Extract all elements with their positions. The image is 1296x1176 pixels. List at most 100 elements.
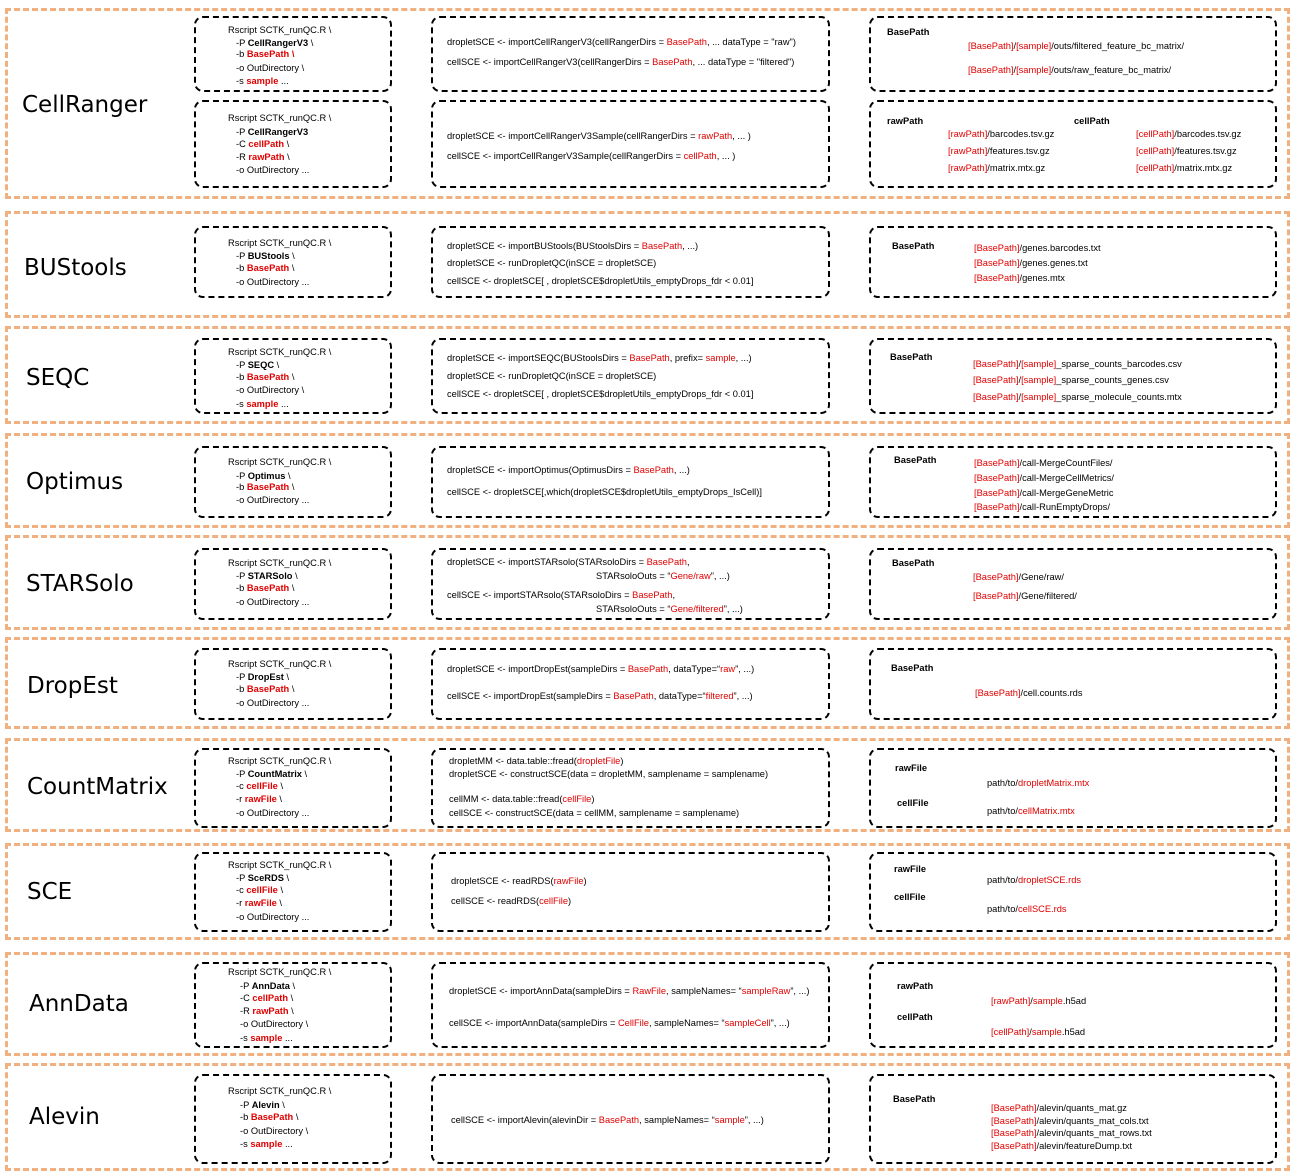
- code-box: [431, 226, 830, 298]
- command-line-seg: sample: [250, 1033, 283, 1043]
- command-line-seg: -P: [236, 571, 248, 581]
- path-line-seg: rawFile: [895, 763, 928, 773]
- code-line-seg: cellSCE <- importCellRangerV3(cellRanger…: [447, 57, 653, 67]
- command-line-seg: -P: [236, 873, 248, 883]
- command-line-seg: \: [289, 49, 295, 59]
- command-line-seg: -P: [240, 981, 252, 991]
- command-box: [194, 962, 392, 1048]
- command-line-seg: AnnData: [251, 981, 290, 991]
- code-line-seg: raw: [720, 664, 736, 674]
- code-line-seg: sampleCell: [724, 1018, 771, 1028]
- command-line-seg: sample: [250, 1139, 283, 1149]
- command-line-seg: Rscript SCTK_runQC.R \: [228, 113, 332, 123]
- path-line-seg: [cellPath]: [991, 1027, 1030, 1037]
- path-box: [869, 852, 1277, 932]
- command-line-seg: \: [284, 139, 290, 149]
- command-line-seg: -c: [236, 885, 247, 895]
- method-row: [5, 1063, 1290, 1171]
- path-line-seg: /: [1013, 41, 1017, 51]
- path-box: [869, 338, 1277, 414]
- method-label: SEQC: [26, 365, 90, 391]
- command-line-seg: sample: [246, 399, 279, 409]
- code-line-seg: , ...): [682, 241, 699, 251]
- code-line: cellSCE <- importAlevin(alevinDir = Base…: [451, 1114, 764, 1126]
- code-line: cellSCE <- dropletSCE[ , dropletSCE$drop…: [447, 388, 753, 400]
- path-line: [BasePath]/call-RunEmptyDrops/: [974, 501, 1110, 513]
- command-line-seg: -o OutDirectory ...: [236, 698, 310, 708]
- command-line-seg: -C: [236, 139, 249, 149]
- path-line-seg: BasePath: [891, 663, 934, 673]
- command-line-seg: Rscript SCTK_runQC.R \: [228, 659, 332, 669]
- command-line-seg: \: [277, 885, 284, 895]
- command-line: -o OutDirectory ...: [236, 276, 309, 288]
- command-line-seg: Rscript SCTK_runQC.R \: [228, 967, 332, 977]
- path-line-seg: /call-MergeCellMetrics/: [1019, 473, 1115, 483]
- path-line-seg: [rawPath]: [948, 129, 988, 139]
- path-line: BasePath: [890, 351, 932, 363]
- command-line-seg: -P: [236, 672, 248, 682]
- path-line: [BasePath]/[sample]_sparse_counts_barcod…: [973, 358, 1182, 370]
- code-line-seg: BasePath: [632, 590, 673, 600]
- code-line-seg: BasePath: [666, 37, 707, 47]
- method-label: DropEst: [27, 673, 118, 699]
- code-line-seg: dropletSCE <- importDropEst(sampleDirs =: [447, 664, 628, 674]
- path-line-seg: dropletMatrix.mtx: [1018, 778, 1090, 788]
- path-line-seg: /alevin/quants_mat_cols.txt: [1036, 1116, 1149, 1126]
- path-line-seg: BasePath: [887, 27, 930, 37]
- code-line: dropletSCE <- importCellRangerV3(cellRan…: [447, 36, 796, 48]
- path-line: [rawPath]/features.tsv.gz: [948, 145, 1050, 157]
- command-line: -P DropEst \: [236, 671, 289, 683]
- code-line: dropletSCE <- importCellRangerV3Sample(c…: [447, 130, 751, 142]
- path-line: path/to/cellSCE.rds: [987, 903, 1067, 915]
- path-line: [BasePath]/[sample]/outs/filtered_featur…: [968, 40, 1184, 52]
- command-line-seg: -s: [240, 1139, 251, 1149]
- command-line: -b BasePath \: [236, 371, 294, 383]
- code-line: dropletSCE <- runDropletQC(inSCE = dropl…: [447, 370, 656, 382]
- path-line-seg: cellPath: [897, 1012, 933, 1022]
- command-line: -P SceRDS \: [236, 872, 289, 884]
- command-box: [194, 16, 392, 92]
- command-line: Rscript SCTK_runQC.R \: [228, 755, 331, 767]
- path-line-seg: /alevin/quants_mat.gz: [1036, 1103, 1127, 1113]
- command-line-seg: \: [301, 769, 308, 779]
- method-label: CountMatrix: [27, 774, 168, 800]
- command-line-seg: rawFile: [244, 898, 277, 908]
- command-line-seg: \: [289, 684, 295, 694]
- path-line: [BasePath]/cell.counts.rds: [975, 687, 1083, 699]
- command-line: -P CellRangerV3 \: [236, 37, 313, 49]
- code-line-seg: ): [620, 756, 624, 766]
- command-line-seg: BasePath: [246, 372, 290, 382]
- path-line: [cellPath]/sample.h5ad: [991, 1026, 1085, 1038]
- command-line: Rscript SCTK_runQC.R \: [228, 966, 331, 978]
- command-line-seg: Rscript SCTK_runQC.R \: [228, 756, 332, 766]
- code-line: cellMM <- data.table::fread(cellFile): [449, 793, 594, 805]
- command-line: Rscript SCTK_runQC.R \: [228, 346, 331, 358]
- command-line-seg: \: [277, 781, 284, 791]
- command-line-seg: -b: [236, 372, 247, 382]
- path-line: rawFile: [894, 863, 926, 875]
- code-box: [431, 16, 830, 92]
- code-box: [431, 962, 830, 1048]
- path-line-seg: /: [1030, 996, 1033, 1006]
- path-line-seg: /: [1018, 392, 1022, 402]
- path-line-seg: /call-RunEmptyDrops/: [1019, 502, 1110, 512]
- code-line-seg: dropletMM <- data.table::fread(: [449, 756, 577, 766]
- code-line-seg: ”, ...): [723, 604, 743, 614]
- code-line-seg: dropletSCE <- importSTARsolo(STARsoloDir…: [447, 557, 647, 567]
- command-box: [194, 1074, 392, 1164]
- code-line-seg: BasePath: [598, 1115, 640, 1125]
- command-line-seg: Rscript SCTK_runQC.R \: [228, 1086, 332, 1096]
- method-label: CellRanger: [22, 92, 148, 118]
- command-line-seg: rawPath: [248, 152, 285, 162]
- code-box: [431, 852, 830, 932]
- code-line: cellSCE <- importDropEst(sampleDirs = Ba…: [447, 690, 753, 702]
- path-line-seg: cellFile: [897, 798, 929, 808]
- code-line-seg: ”, ...): [744, 1115, 764, 1125]
- command-line-seg: BasePath: [250, 1112, 294, 1122]
- method-label: STARSolo: [26, 571, 134, 597]
- command-line-seg: BasePath: [246, 684, 290, 694]
- path-line: [BasePath]/alevin/quants_mat.gz: [991, 1102, 1127, 1114]
- command-line: -s sample ...: [236, 398, 289, 410]
- path-line-seg: [BasePath]: [973, 572, 1019, 582]
- command-line: -b BasePath \: [236, 683, 294, 695]
